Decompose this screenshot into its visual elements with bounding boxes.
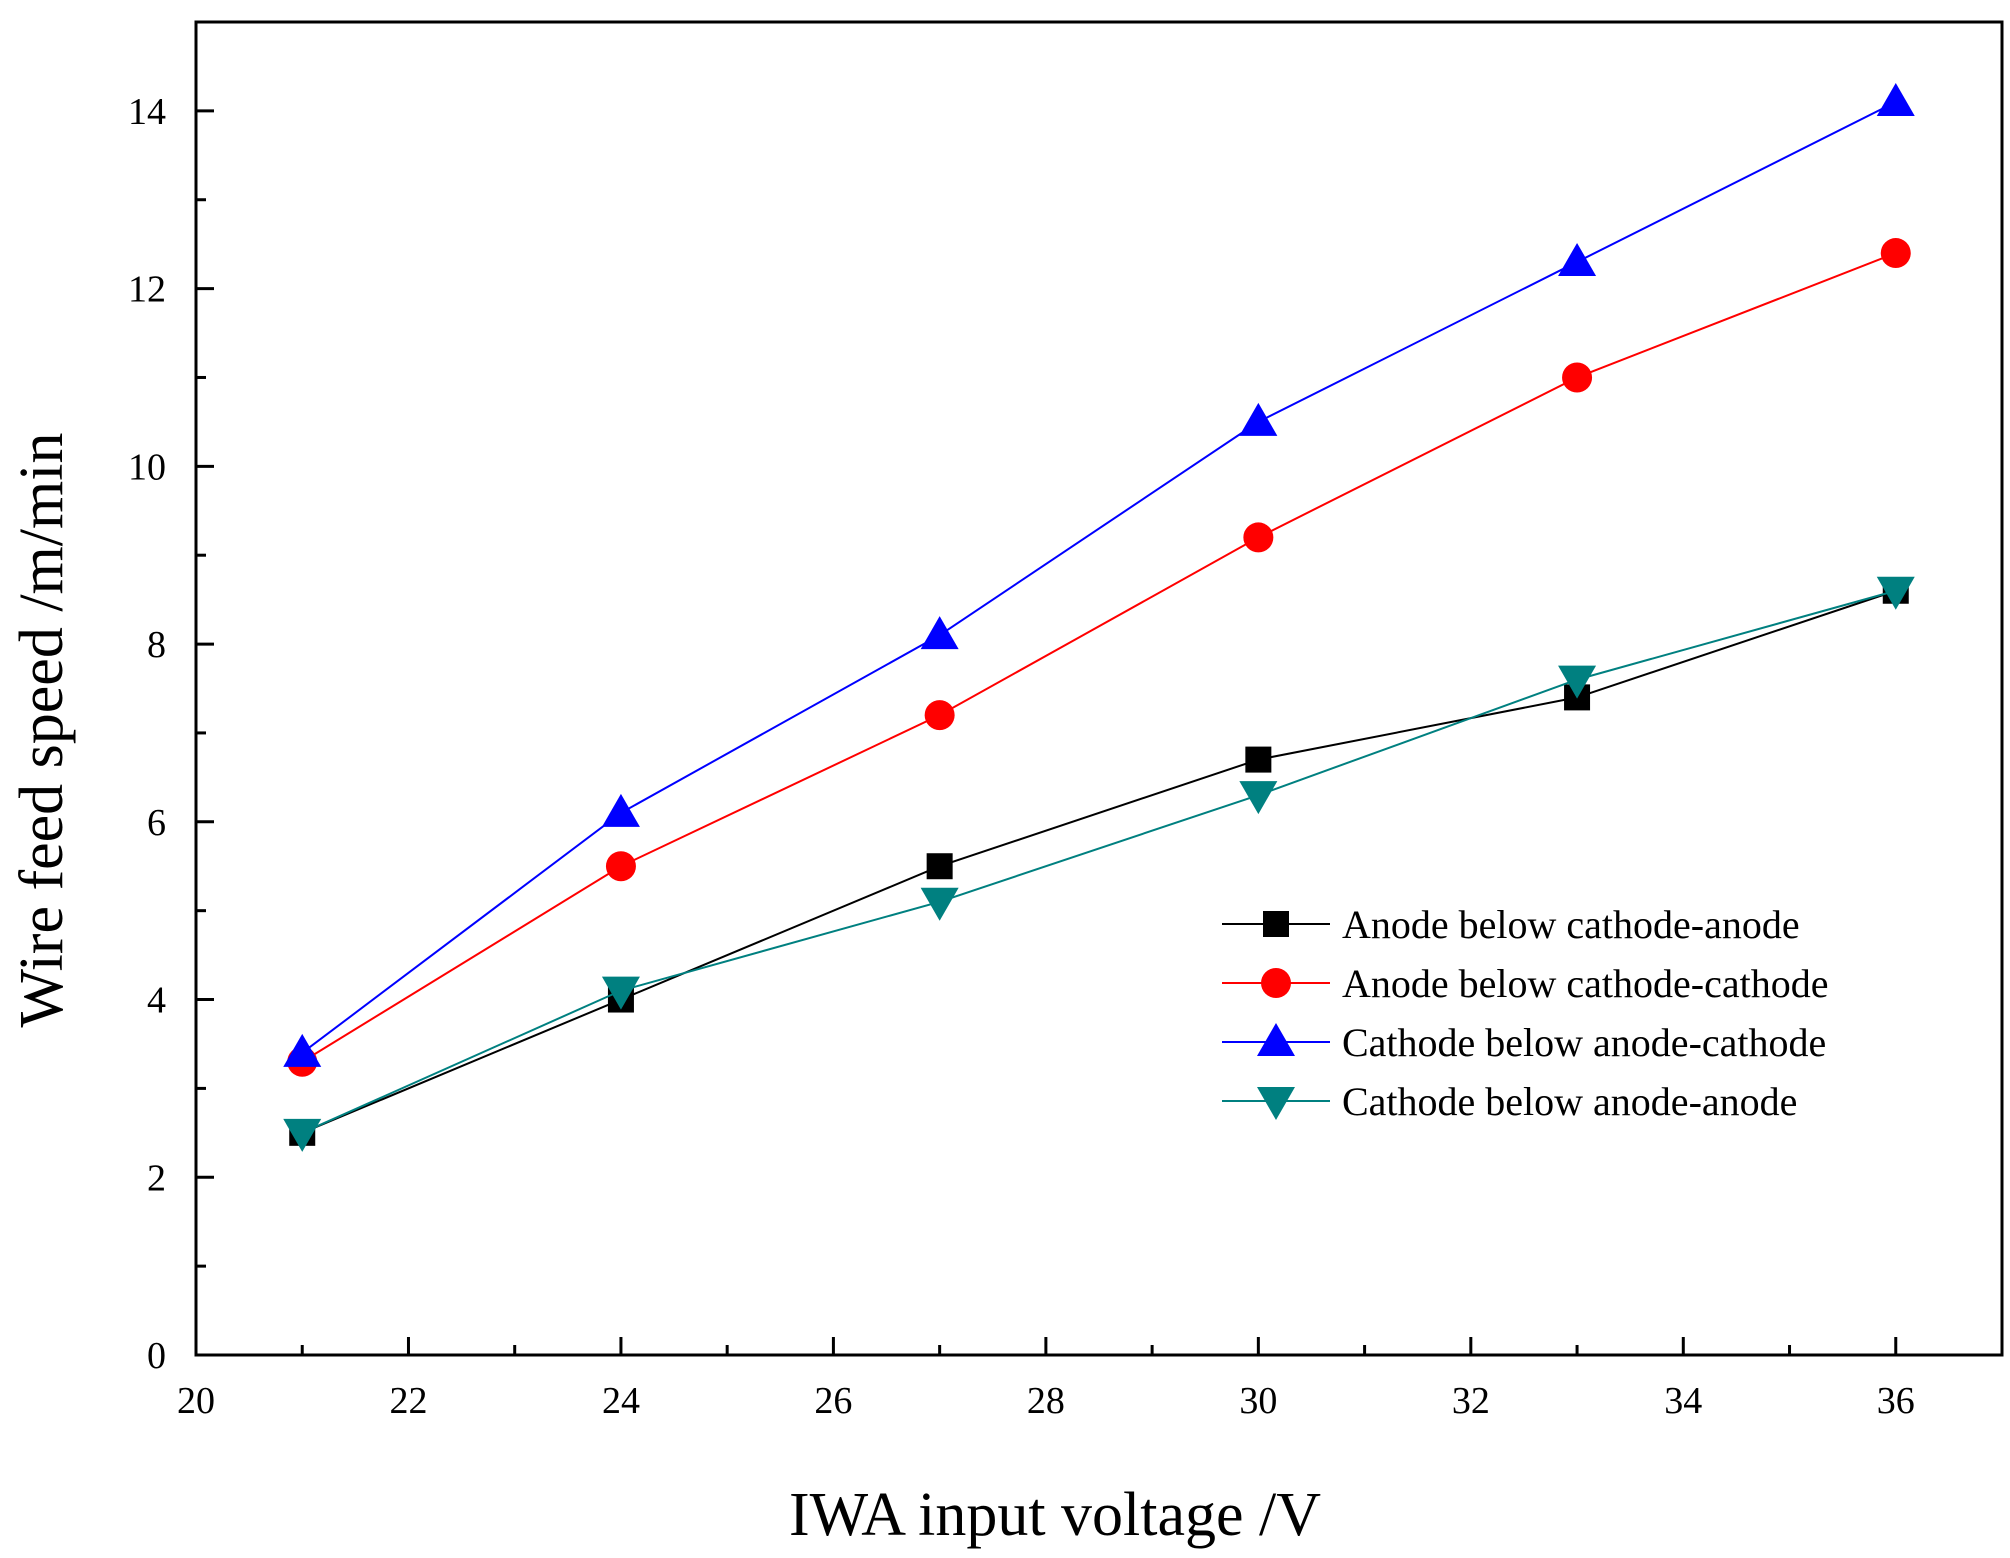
x-tick-label: 36 xyxy=(1877,1380,1915,1422)
series-3 xyxy=(283,576,1915,1152)
legend-item: Cathode below anode-anode xyxy=(1222,1079,1797,1124)
legend-label: Anode below cathode-cathode xyxy=(1342,961,1828,1006)
series-1 xyxy=(287,238,1911,1077)
x-tick-label: 32 xyxy=(1452,1380,1490,1422)
data-point xyxy=(283,1033,322,1067)
x-tick-label: 34 xyxy=(1664,1380,1702,1422)
legend-marker xyxy=(1263,911,1289,937)
plot-frame xyxy=(194,20,2004,1357)
series-line xyxy=(301,252,1897,1063)
x-tick-label: 28 xyxy=(1027,1380,1065,1422)
data-point xyxy=(1239,402,1278,436)
data-point xyxy=(1880,238,1911,269)
data-point xyxy=(283,1118,322,1152)
x-tick-label: 30 xyxy=(1239,1380,1277,1422)
x-tick-label: 20 xyxy=(177,1380,215,1422)
data-point xyxy=(601,793,640,827)
x-axis: 20 22 24 26 28 30 32 34 36 xyxy=(177,1337,2004,1422)
x-tick-label: 26 xyxy=(814,1380,852,1422)
data-point xyxy=(1558,242,1597,276)
data-point xyxy=(920,616,959,650)
data-point xyxy=(601,976,640,1010)
x-axis-title: IWA input voltage /V xyxy=(789,1481,1321,1549)
legend-item: Anode below cathode-anode xyxy=(1222,902,1800,947)
y-tick-label: 8 xyxy=(147,624,166,666)
legend: Anode below cathode-anode Anode below cat… xyxy=(1222,902,1828,1124)
legend-label: Anode below cathode-anode xyxy=(1342,902,1800,947)
y-axis-title: Wire feed speed /m/min xyxy=(8,433,76,1028)
y-tick-label: 14 xyxy=(128,91,166,133)
y-tick-label: 10 xyxy=(128,446,166,488)
data-point xyxy=(1239,781,1278,815)
y-tick-label: 0 xyxy=(147,1335,166,1377)
legend-item: Cathode below anode-cathode xyxy=(1222,1020,1826,1065)
legend-item: Anode below cathode-cathode xyxy=(1222,961,1828,1006)
legend-marker xyxy=(1257,1023,1295,1056)
plot-border xyxy=(194,20,2004,1357)
legend-label: Cathode below anode-cathode xyxy=(1342,1020,1826,1065)
x-tick-label: 22 xyxy=(389,1380,427,1422)
data-point xyxy=(1243,522,1274,553)
y-tick-label: 4 xyxy=(147,980,166,1022)
y-tick-label: 6 xyxy=(147,802,166,844)
legend-label: Cathode below anode-anode xyxy=(1342,1079,1797,1124)
data-point xyxy=(926,853,953,880)
y-axis: 0 2 4 6 8 10 12 14 xyxy=(128,20,214,1377)
series-line xyxy=(301,589,1897,1134)
data-point xyxy=(924,700,955,731)
series-line xyxy=(301,101,1897,1054)
data-point xyxy=(1562,362,1593,393)
data-point xyxy=(1876,82,1915,116)
series-line xyxy=(301,589,1897,1134)
data-point xyxy=(1558,665,1597,699)
data-point xyxy=(1245,746,1272,773)
series-2 xyxy=(283,82,1915,1067)
y-tick-label: 2 xyxy=(147,1157,166,1199)
data-point xyxy=(1876,576,1915,610)
y-tick-label: 12 xyxy=(128,269,166,311)
legend-marker xyxy=(1257,1087,1295,1120)
series-layer xyxy=(283,82,1915,1152)
x-tick-label: 24 xyxy=(602,1380,640,1422)
legend-marker xyxy=(1261,968,1291,998)
data-point xyxy=(605,851,636,882)
data-point xyxy=(920,887,959,921)
